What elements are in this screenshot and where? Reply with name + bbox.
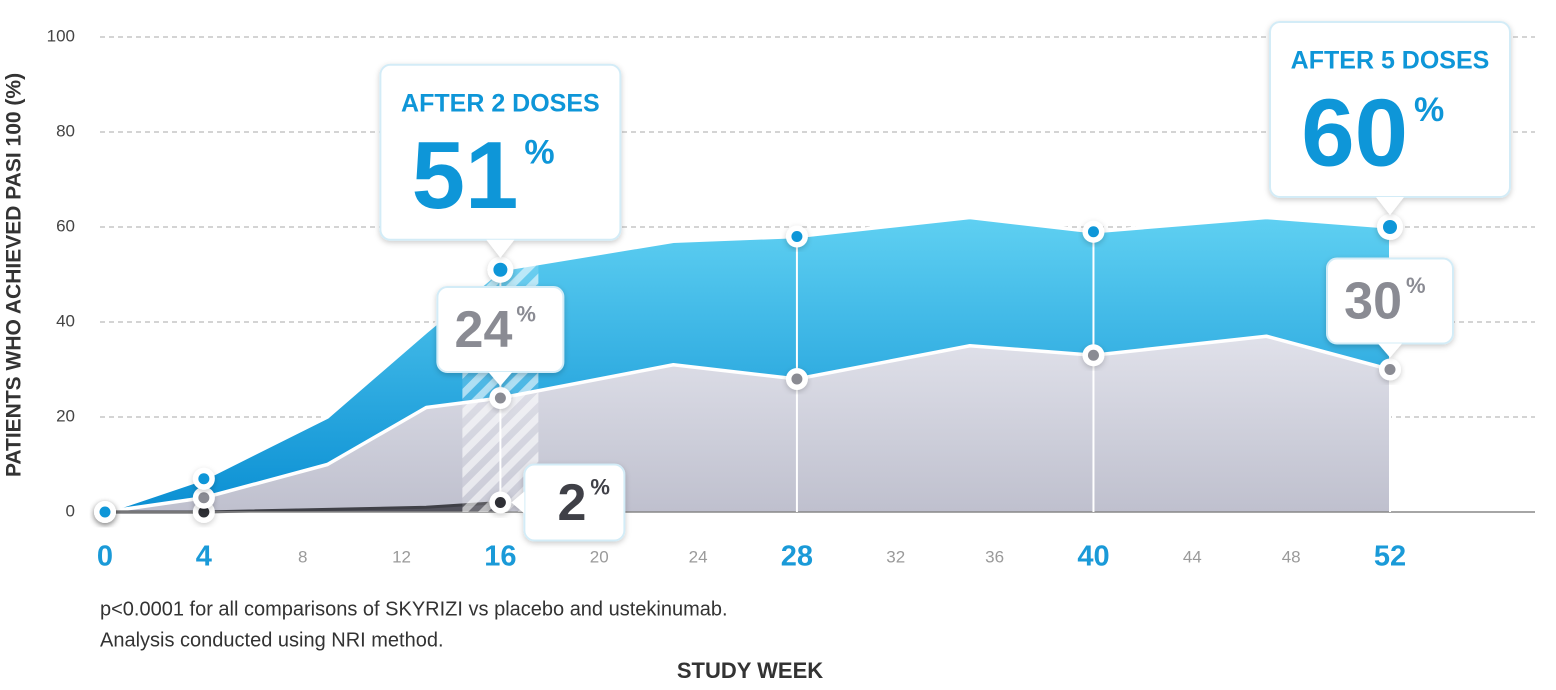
callout-value: 24	[455, 301, 513, 359]
callout-pointer	[1378, 343, 1402, 358]
area	[105, 502, 501, 512]
x-tick-label: 32	[886, 547, 905, 566]
y-axis-label: PATIENTS WHO ACHIEVED PASI 100 (%)	[3, 73, 26, 477]
x-tick-label: 20	[590, 547, 609, 566]
callout-pointer	[486, 239, 515, 258]
callout	[379, 63, 622, 258]
y-tick-label: 20	[56, 406, 75, 425]
marker	[791, 373, 803, 385]
footnote: Analysis conducted using NRI method.	[100, 629, 444, 651]
callout-unit: %	[516, 301, 536, 326]
x-tick-label: 24	[689, 547, 708, 566]
x-tick-label: 4	[196, 541, 212, 573]
area	[105, 336, 1390, 512]
marker	[494, 497, 506, 508]
y-tick-label: 0	[66, 501, 75, 520]
callout-value: 51	[412, 122, 519, 229]
line	[104, 215, 1391, 514]
callout	[511, 463, 626, 542]
marker	[1384, 364, 1396, 375]
callout-pointer	[511, 491, 525, 514]
callout-heading: AFTER 2 DOSES	[401, 89, 600, 117]
marker	[1087, 226, 1099, 238]
y-tick-label: 40	[56, 311, 75, 330]
marker	[494, 392, 506, 404]
marker	[1087, 349, 1099, 361]
marker	[791, 231, 803, 242]
callout-unit: %	[1414, 91, 1444, 129]
x-tick-label: 28	[781, 541, 813, 573]
y-tick-label: 60	[56, 216, 75, 235]
y-tick-label: 100	[47, 26, 75, 45]
x-tick-label: 16	[484, 541, 516, 573]
callout	[1326, 257, 1454, 358]
callout-unit: %	[524, 134, 554, 172]
x-tick-label: 44	[1183, 547, 1202, 566]
marker	[198, 473, 210, 485]
marker	[198, 506, 210, 518]
callout-value: 2	[557, 474, 586, 532]
callout-value: 60	[1301, 79, 1408, 186]
callout-heading: AFTER 5 DOSES	[1291, 47, 1490, 75]
callout-unit: %	[1406, 273, 1426, 298]
marker	[198, 492, 210, 504]
x-tick-label: 0	[97, 541, 113, 573]
callout-unit: %	[590, 474, 610, 499]
marker	[99, 506, 111, 518]
x-tick-label: 40	[1077, 541, 1109, 573]
callout-pointer	[488, 372, 513, 386]
x-tick-label: 48	[1282, 547, 1301, 566]
callout-value: 30	[1344, 273, 1402, 331]
callout-pointer	[1376, 197, 1404, 215]
marker	[1383, 220, 1397, 234]
x-tick-label: 52	[1374, 541, 1406, 573]
marker	[493, 262, 508, 277]
callout	[436, 286, 565, 386]
line	[104, 334, 1391, 514]
footnote: p<0.0001 for all comparisons of SKYRIZI …	[100, 598, 728, 620]
x-tick-label: 36	[985, 547, 1004, 566]
y-tick-label: 80	[56, 121, 75, 140]
callout	[1269, 21, 1511, 215]
x-axis-label: STUDY WEEK	[677, 658, 823, 683]
x-tick-label: 8	[298, 547, 307, 566]
x-tick-label: 12	[392, 547, 411, 566]
